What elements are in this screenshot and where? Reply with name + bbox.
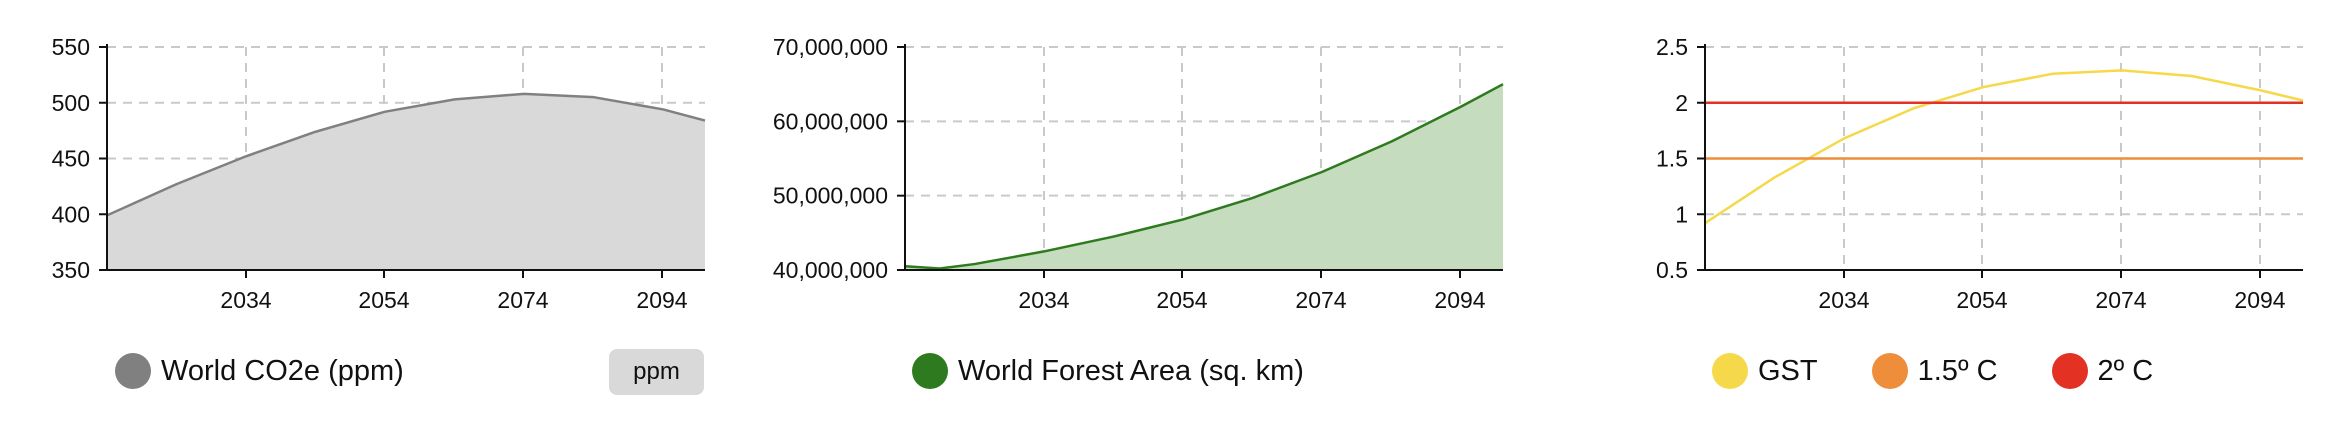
series-line-1 <box>106 92 706 217</box>
y-tick-label: 50,000,000 <box>773 183 888 209</box>
forest-legend-label: World Forest Area (sq. km) <box>958 354 1304 387</box>
y-tick-label: 70,000,000 <box>773 34 888 60</box>
co2-swatch-icon <box>115 353 151 389</box>
x-tick-label: 2054 <box>358 287 409 313</box>
y-tick-label: 550 <box>52 34 90 60</box>
legend-item-forest[interactable]: World Forest Area (sq. km) <box>912 353 1304 389</box>
forest-legend: World Forest Area (sq. km) <box>912 346 1358 396</box>
x-tick-label: 2034 <box>220 287 271 313</box>
x-tick-label: 2034 <box>1818 287 1869 313</box>
y-tick-label: 2.5 <box>1656 34 1688 60</box>
chart-1: 550 500 450 400 350 2034 2054 2074 2094 <box>52 34 706 313</box>
x-tick-label: 2074 <box>497 287 548 313</box>
x-tick-label: 2034 <box>1018 287 1069 313</box>
x-tick-label: 2094 <box>636 287 687 313</box>
x-tick-label: 2094 <box>2234 287 2285 313</box>
c2-legend-label: 2º C <box>2097 354 2154 387</box>
x-tick-label: 2074 <box>2095 287 2146 313</box>
y-tick-label: 500 <box>52 90 90 116</box>
x-tick-label: 2094 <box>1434 287 1485 313</box>
y-tick-label: 350 <box>52 257 90 283</box>
x-tick-label: 2074 <box>1295 287 1346 313</box>
x-tick-label: 2054 <box>1956 287 2007 313</box>
chart-2: 70,000,000 60,000,000 50,000,000 40,000,000… <box>773 34 1504 313</box>
y-tick-label: 1 <box>1675 201 1688 227</box>
series-area-1 <box>107 93 705 270</box>
y-tick-label: 2 <box>1675 90 1688 116</box>
co2-legend-label: World CO2e (ppm) <box>161 354 404 387</box>
y-tick-label: 450 <box>52 146 90 172</box>
c15-legend-label: 1.5º C <box>1917 354 1998 387</box>
y-tick-label: 60,000,000 <box>773 108 888 134</box>
y-tick-label: 400 <box>52 201 90 227</box>
unit-toggle-button[interactable]: ppm <box>609 349 704 395</box>
gst-swatch-icon <box>1712 353 1748 389</box>
chart-3: 2.5 2 1.5 1 0.5 2034 2054 2074 2094 <box>1656 34 2304 313</box>
legend-item-co2[interactable]: World CO2e (ppm) <box>115 353 404 389</box>
y-tick-label: 1.5 <box>1656 146 1688 172</box>
c15-swatch-icon <box>1871 353 1908 389</box>
gst-legend-label: GST <box>1758 354 1818 387</box>
series-line-1 <box>904 83 1504 270</box>
co2-legend: World CO2e (ppm) <box>115 346 458 396</box>
legend-item-gst[interactable]: GST <box>1712 353 1818 389</box>
y-tick-label: 0.5 <box>1656 257 1688 283</box>
legend-item-2c[interactable]: 2º C <box>2051 353 2154 389</box>
legend-item-1-5c[interactable]: 1.5º C <box>1871 353 1998 389</box>
y-tick-label: 40,000,000 <box>773 257 888 283</box>
c2-swatch-icon <box>2051 353 2088 389</box>
series-line-1 <box>1704 69 2304 225</box>
series-area-1 <box>905 84 1503 271</box>
forest-swatch-icon <box>912 353 948 389</box>
x-tick-label: 2054 <box>1156 287 1207 313</box>
temperature-legend: GST 1.5º C 2º C <box>1712 346 2207 396</box>
